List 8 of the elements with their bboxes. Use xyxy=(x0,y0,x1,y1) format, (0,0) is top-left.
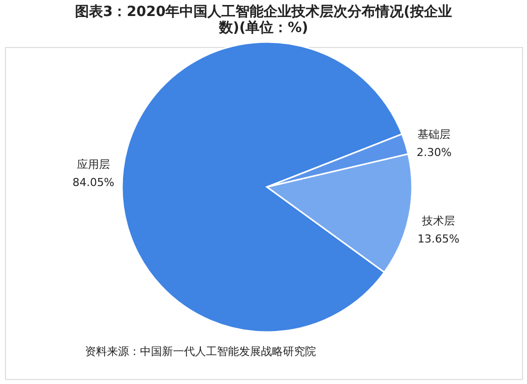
slice-label: 应用层 xyxy=(76,158,110,171)
chart-title: 图表3：2020年中国人工智能企业技术层次分布情况(按企业数)(单位：%) xyxy=(74,4,452,36)
data-label: 13.65% xyxy=(418,232,460,246)
data-label: 2.30% xyxy=(416,146,452,160)
text: 资料来源：中国新一代人工智能发展战略研究院 xyxy=(85,345,316,358)
slice-label: 技术层 xyxy=(421,214,456,228)
slice-label: 基础层 xyxy=(418,128,451,142)
data-label: 84.05% xyxy=(72,176,114,189)
